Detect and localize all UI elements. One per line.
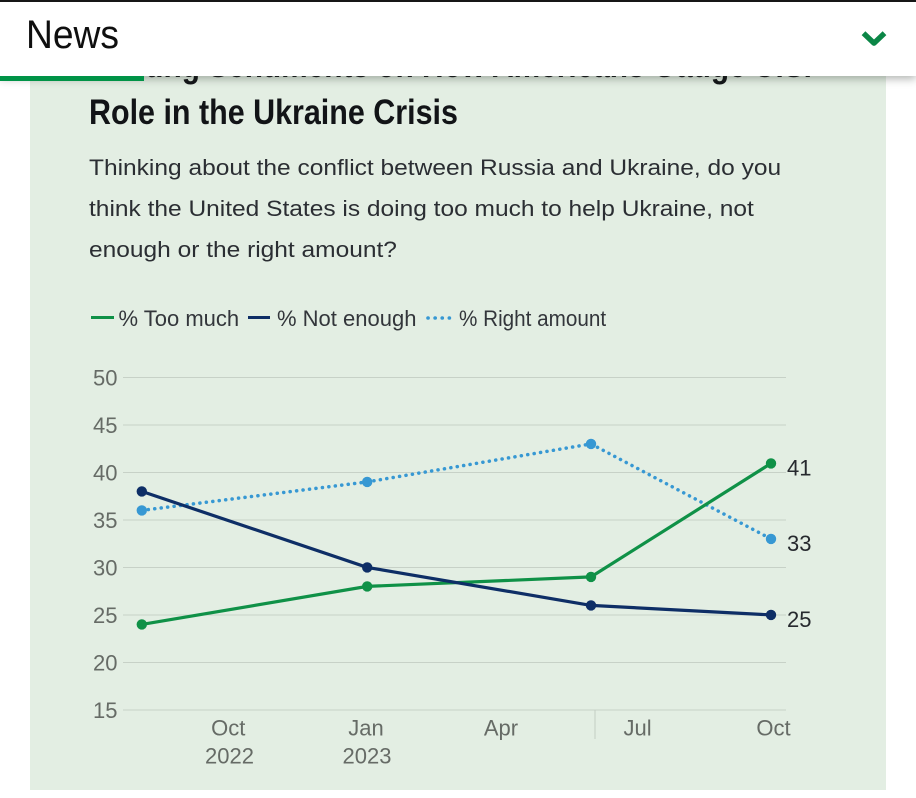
svg-text:45: 45: [93, 413, 117, 438]
svg-text:Jul: Jul: [624, 716, 652, 741]
svg-text:15: 15: [93, 698, 117, 723]
svg-text:25: 25: [93, 603, 117, 628]
svg-text:Oct: Oct: [211, 716, 245, 741]
svg-text:2022: 2022: [205, 744, 254, 769]
svg-text:Jan: Jan: [348, 716, 383, 741]
svg-text:30: 30: [93, 555, 117, 580]
svg-text:Oct: Oct: [756, 716, 790, 741]
svg-text:Apr: Apr: [484, 716, 518, 741]
svg-text:50: 50: [93, 365, 117, 390]
svg-text:40: 40: [93, 460, 117, 485]
svg-text:33: 33: [787, 531, 811, 556]
svg-text:41: 41: [787, 456, 811, 481]
svg-text:20: 20: [93, 650, 117, 675]
svg-text:2023: 2023: [343, 744, 392, 769]
svg-text:35: 35: [93, 508, 117, 533]
svg-text:25: 25: [787, 607, 811, 632]
